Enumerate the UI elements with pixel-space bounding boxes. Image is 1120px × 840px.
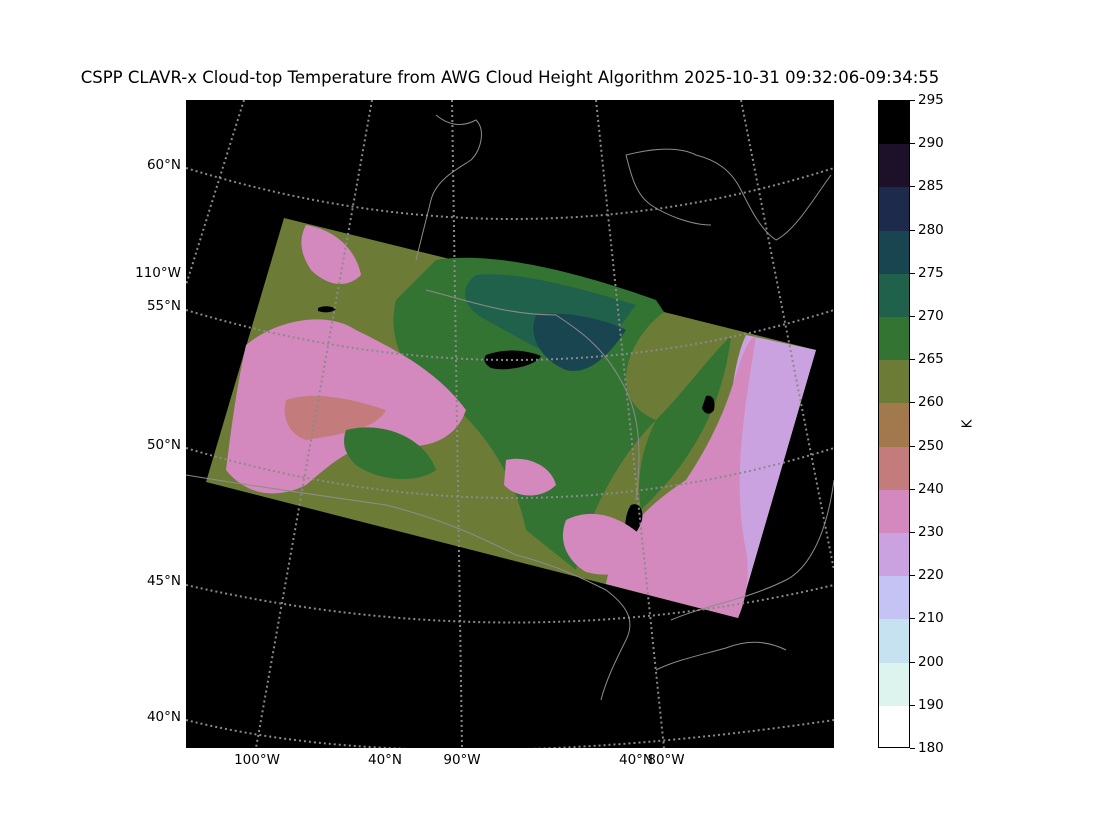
colorbar-tick-label: 280 [918,221,944,238]
lat-label-bottom-40-right: 40°N [618,752,654,768]
colorbar-swatch [879,489,909,534]
graticule-lat-60 [186,167,834,220]
colorbar-tick-mark [910,143,915,145]
swath-zone-green-east [639,336,731,510]
colorbar-tick-mark [910,316,915,317]
colorbar-swatch [879,533,909,578]
colorbar-swatch [879,101,909,146]
swath-zone-rose-west [284,395,386,440]
border-provincial [425,289,640,501]
lat-label-bottom-40-left: 40°N [367,752,403,768]
colorbar-tick-label: 285 [918,178,944,195]
cloud-swath [206,218,816,618]
colorbar-swatch [879,576,909,621]
colorbar-swatch [879,619,909,664]
colorbar-tick-label: 265 [918,351,944,368]
colorbar-tick-label: 190 [918,696,944,713]
colorbar-tick-mark [910,272,915,274]
colorbar-swatch [879,273,909,318]
lat-label-60: 60°N [146,157,181,173]
swath-zone-pink-south [562,513,646,575]
colorbar-swatch [879,705,909,747]
colorbar-swatch [879,230,909,275]
colorbar-tick-mark [910,488,915,490]
colorbar-tick-label: 230 [918,524,944,540]
lon-label-100: 100°W [234,752,280,768]
coastlines [186,114,834,701]
colorbar-tick-label: 275 [918,264,944,281]
lon-label-90: 90°W [443,752,481,768]
colorbar-swatch [879,144,909,189]
lon-label-left-110: 110°W [135,265,181,281]
swath-hole-east-2 [702,395,715,414]
colorbar [878,100,910,748]
page-title: CSPP CLAVR-x Cloud-top Temperature from … [80,68,940,87]
colorbar-swatch [879,317,909,362]
colorbar-swatch [879,187,909,232]
colorbar-tick-mark [910,532,915,533]
graticule-lat-45 [186,584,834,624]
swath-zone-green-west [344,427,436,480]
swath-hole-small [318,306,336,313]
coastline-labrador [625,148,832,241]
colorbar-tick-label: 210 [918,610,944,627]
swath-zone-pink-northwest [301,225,361,285]
border-canada-us [186,474,631,701]
colorbar-tick-label: 240 [918,480,944,497]
colorbar-tick-mark [910,445,915,447]
colorbar-tick-label: 200 [918,653,944,670]
colorbar-tick-label: 180 [918,740,944,756]
coastline-hudson-bay-west [415,114,482,261]
colorbar-tick-mark [910,359,915,361]
colorbar-swatch [879,662,909,707]
colorbar-tick-label: 290 [918,135,944,152]
colorbar-tick-mark [910,661,915,663]
colorbar-tick-mark [910,186,915,188]
colorbar-swatch [879,446,909,491]
colorbar-unit-label: K [959,419,976,429]
graticule-lon-80 [595,100,665,748]
graticule [186,100,834,748]
lat-label-40: 40°N [146,709,181,725]
coastline-east-us [670,479,834,621]
colorbar-tick-mark [910,229,915,231]
colorbar-tick-label: 270 [918,308,944,324]
lon-label-80: 80°W [647,752,685,768]
graticule-lon-90 [451,100,463,748]
coastline-quebec [625,154,712,226]
lat-label-55: 55°N [146,298,181,314]
colorbar-tick-label: 260 [918,394,944,411]
colorbar-tick-label: 220 [918,567,944,584]
colorbar-tick-mark [910,704,915,706]
coastline-florida-area [655,641,787,671]
map-panel[interactable] [186,100,834,748]
graticule-lat-55 [186,309,834,361]
colorbar-tick-label: 250 [918,437,944,454]
colorbar-tick-mark [910,402,915,404]
colorbar-tick-mark [910,748,915,749]
colorbar-tick-mark [910,618,915,620]
colorbar-swatch [879,403,909,448]
graticule-lon-110 [186,100,245,286]
swath-zone-pink-mid [504,458,556,496]
colorbar-tick-mark [910,100,915,101]
colorbar-tick-mark [910,575,915,577]
lat-label-50: 50°N [146,437,181,453]
graticule-lat-40 [186,719,834,748]
colorbar-swatch [879,360,909,405]
lat-label-45: 45°N [146,573,181,589]
map-canvas[interactable] [186,100,834,748]
graticule-lat-50 [186,447,834,499]
colorbar-tick-label: 295 [918,92,944,108]
